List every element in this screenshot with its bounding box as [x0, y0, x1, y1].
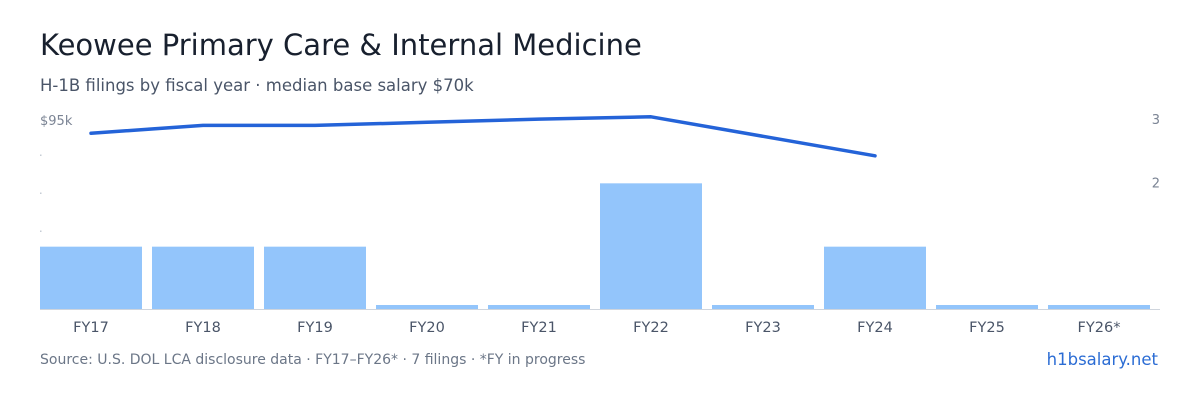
bar-FY19: [264, 246, 366, 309]
x-tick-FY18: FY18: [185, 320, 221, 336]
chart-title: Keowee Primary Care & Internal Medicine: [40, 28, 642, 62]
x-tick-FY26: FY26*: [1078, 320, 1121, 336]
left-axis-minor-ticks: [40, 154, 42, 232]
bar-FY25: [936, 305, 1038, 309]
left-axis-top-label: $95k: [40, 114, 73, 129]
bar-FY18: [152, 246, 254, 309]
x-tick-FY19: FY19: [297, 320, 333, 336]
bar-FY20: [376, 305, 478, 309]
bar-FY26: [1048, 305, 1150, 309]
bar-series: [40, 183, 1150, 309]
right-axis-tick-3: 3: [1152, 113, 1160, 128]
bar-FY17: [40, 246, 142, 309]
left-minor-tick-1: [40, 192, 42, 194]
chart-subtitle: H-1B filings by fiscal year · median bas…: [40, 76, 474, 95]
x-tick-FY20: FY20: [409, 320, 445, 336]
right-axis-tick-2: 2: [1152, 176, 1160, 191]
x-tick-FY21: FY21: [521, 320, 557, 336]
bar-FY21: [488, 305, 590, 309]
x-tick-FY25: FY25: [969, 320, 1005, 336]
left-minor-tick-2: [40, 230, 42, 232]
x-tick-FY24: FY24: [857, 320, 893, 336]
right-axis-ticks: 23: [1152, 113, 1160, 191]
footer-source-note: Source: U.S. DOL LCA disclosure data · F…: [40, 352, 586, 368]
x-tick-FY17: FY17: [73, 320, 109, 336]
bar-FY23: [712, 305, 814, 309]
x-tick-FY22: FY22: [633, 320, 669, 336]
bar-FY22: [600, 183, 702, 309]
salary-line-series: [89, 115, 877, 158]
x-axis-ticks: FY17 FY18 FY19 FY20 FY21 FY22 FY23 FY24 FY25 FY26…: [73, 320, 1120, 336]
x-tick-FY23: FY23: [745, 320, 781, 336]
footer-brand-link[interactable]: h1bsalary.net: [1046, 350, 1158, 369]
bar-FY24: [824, 246, 926, 309]
left-minor-tick-0: [40, 154, 42, 156]
